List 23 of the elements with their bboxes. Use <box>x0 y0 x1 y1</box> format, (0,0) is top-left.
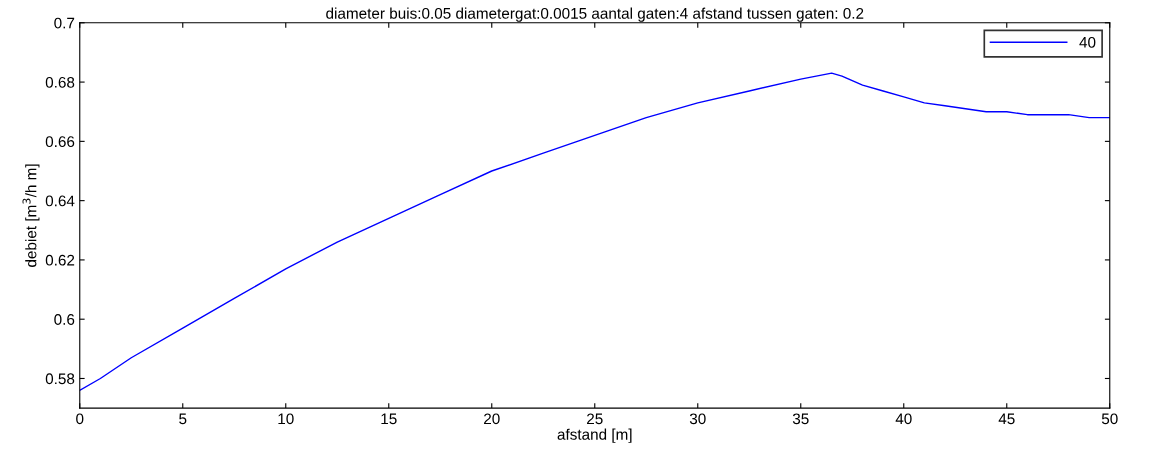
y-tick-label: 0.68 <box>45 76 75 88</box>
y-tick-label: 0.6 <box>54 314 75 325</box>
x-tick-label: 25 <box>587 413 603 425</box>
x-tick-label: 35 <box>792 413 809 425</box>
x-tick-label: 30 <box>689 413 706 425</box>
x-tick-label: 40 <box>895 413 912 425</box>
y-tick-label: 0.62 <box>45 254 75 266</box>
y-tick-label: 0.66 <box>45 136 75 148</box>
legend-label: 40 <box>1079 36 1096 48</box>
x-tick-label: 10 <box>278 413 294 425</box>
x-tick-label: 5 <box>179 413 187 425</box>
chart-title: diameter buis:0.05 diametergat:0.0015 aantal gaten:4 afstand tussen gaten: 0.2 <box>326 7 864 22</box>
line-series <box>79 72 1110 392</box>
y-tick-label: 0.58 <box>45 373 75 385</box>
y-tick-label: 0.7 <box>54 17 75 29</box>
x-tick-label: 0 <box>76 413 84 425</box>
y-axis-title: debiet [m$^{3}$/h m] <box>22 164 40 267</box>
x-tick-label: 15 <box>381 413 397 425</box>
x-tick-label: 20 <box>484 413 500 425</box>
x-axis-title: afstand [m] <box>557 428 632 443</box>
x-tick-label: 50 <box>1101 413 1118 425</box>
y-tick-label: 0.64 <box>45 195 75 207</box>
x-tick-label: 45 <box>998 413 1015 425</box>
